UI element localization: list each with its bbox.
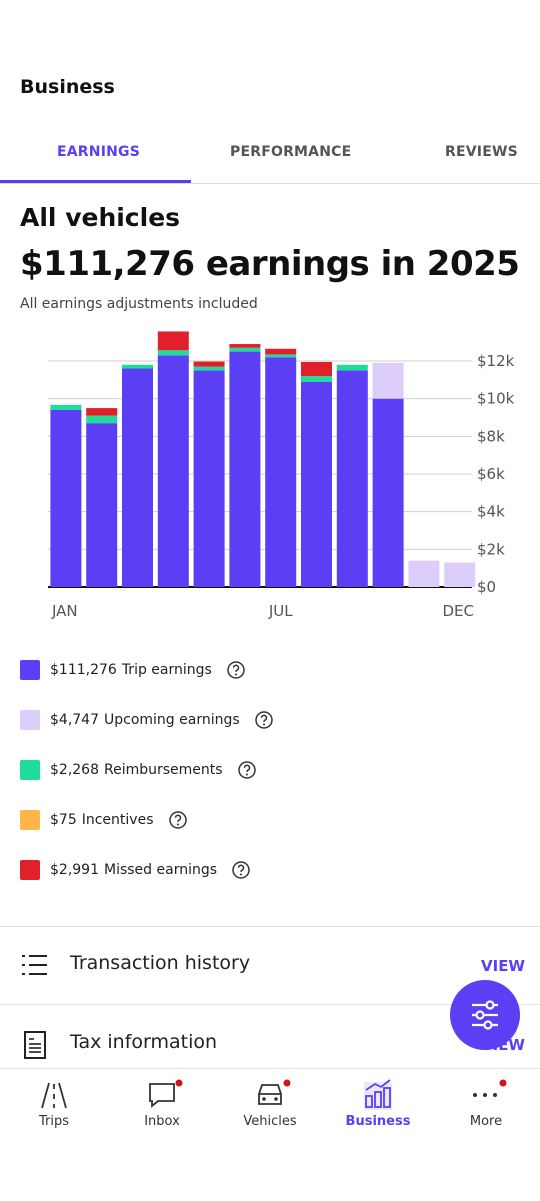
bar-segment: [193, 366, 225, 371]
legend-label: Reimbursements: [104, 762, 223, 778]
legend-amount: $2,268: [50, 762, 99, 778]
y-tick-label: $4k: [477, 503, 505, 521]
legend-item: $4,747 Upcoming earnings: [20, 709, 274, 731]
bar-segment: [193, 361, 225, 367]
legend-label: Trip earnings: [121, 662, 212, 678]
help-icon[interactable]: [231, 860, 251, 880]
bar-segment: [193, 370, 225, 587]
bar-segment: [372, 362, 404, 399]
bar-segment: [229, 351, 261, 587]
legend-label: Upcoming earnings: [104, 712, 240, 728]
page-title: Business: [20, 76, 115, 98]
bar-segment: [408, 560, 440, 587]
legend-item: $2,268 Reimbursements: [20, 759, 257, 781]
legend-item: $111,276 Trip earnings: [20, 659, 246, 681]
tab-indicator: [0, 180, 191, 183]
tab[interactable]: PERFORMANCE: [230, 144, 352, 160]
legend-swatch: [20, 710, 40, 730]
nav-icons: [41, 1079, 507, 1110]
heading: All vehicles: [20, 203, 181, 232]
help-icon[interactable]: [254, 710, 274, 730]
x-tick-label: DEC: [442, 602, 474, 620]
y-tick-label: $8k: [477, 427, 505, 445]
bar-segment: [157, 350, 189, 356]
tab[interactable]: EARNINGS: [57, 144, 140, 160]
bar-segment: [265, 357, 297, 587]
nav-item[interactable]: More: [469, 1114, 503, 1129]
legend-label: Missed earnings: [104, 862, 218, 878]
nav-item[interactable]: Trips: [38, 1114, 69, 1129]
bar-segment: [229, 347, 261, 352]
y-tick-label: $2k: [477, 540, 505, 558]
bar-segment: [336, 364, 368, 371]
legend-swatch: [20, 810, 40, 830]
filter-button[interactable]: [450, 980, 520, 1050]
tab-divider: [0, 183, 540, 184]
legend-label: Incentives: [81, 812, 154, 828]
bar-segment: [265, 354, 297, 358]
legend-amount: $75: [50, 812, 77, 828]
tab[interactable]: REVIEWS: [445, 144, 518, 160]
nav-item[interactable]: Vehicles: [243, 1114, 297, 1129]
tax-icon: [24, 1031, 46, 1059]
legend-item: $2,991 Missed earnings: [20, 859, 251, 881]
divider: [0, 1004, 540, 1005]
chart: $0 $2k $4k $6k $8k $10k $12k JAN JUL DEC: [48, 331, 515, 620]
list-item[interactable]: Transaction history: [70, 952, 251, 974]
bar-segment: [229, 344, 261, 348]
legend-amount: $4,747: [50, 712, 99, 728]
bar-segment: [265, 348, 297, 355]
legend-swatch: [20, 660, 40, 680]
summary: $111,276 earnings in 2025: [20, 244, 520, 284]
help-icon[interactable]: [226, 660, 246, 680]
y-tick-label: $10k: [477, 390, 515, 408]
bar-segment: [301, 361, 332, 377]
bar-segment: [336, 370, 368, 587]
bar-segment: [157, 331, 189, 351]
bar-segment: [301, 376, 332, 382]
nav-item[interactable]: Inbox: [144, 1114, 180, 1129]
bar-segment: [50, 404, 82, 410]
legend-item: $75 Incentives: [20, 809, 188, 831]
y-tick-label: $6k: [477, 465, 505, 483]
bar-segment: [122, 368, 153, 587]
help-icon[interactable]: [237, 760, 257, 780]
help-icon[interactable]: [168, 810, 188, 830]
x-tick-label: JUL: [268, 602, 293, 620]
bottom-nav: [0, 1068, 540, 1201]
list-item[interactable]: Tax information: [70, 1031, 218, 1053]
legend-swatch: [20, 760, 40, 780]
note: All earnings adjustments included: [20, 296, 258, 312]
x-tick-label: JAN: [51, 602, 78, 620]
legend-amount: $2,991: [50, 862, 99, 878]
legend-amount: $111,276: [50, 662, 117, 678]
bar-segment: [86, 408, 118, 416]
legend-swatch: [20, 860, 40, 880]
divider: [0, 926, 540, 927]
y-tick-label: $0: [477, 578, 496, 596]
bar-segment: [86, 415, 118, 424]
bar-segment: [50, 409, 82, 587]
y-tick-label: $12k: [477, 352, 515, 370]
bar-segment: [157, 355, 189, 587]
list-icon: [22, 955, 47, 975]
nav-item[interactable]: Business: [345, 1114, 411, 1129]
bar-segment: [122, 364, 153, 369]
bar-segment: [444, 562, 476, 587]
bar-segment: [372, 398, 404, 587]
bar-segment: [86, 423, 118, 587]
bar-segment: [301, 381, 332, 587]
view-link[interactable]: VIEW: [481, 957, 525, 975]
